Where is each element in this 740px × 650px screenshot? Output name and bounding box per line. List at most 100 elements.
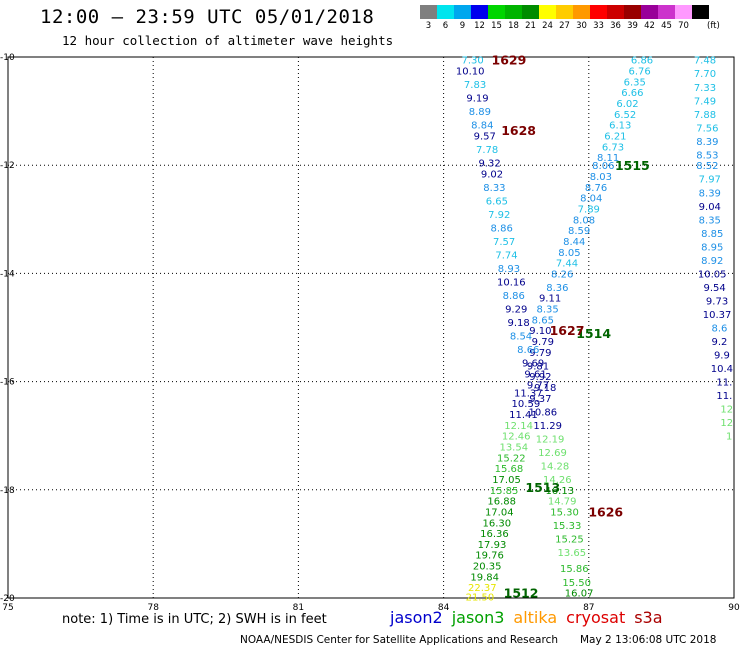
- wave-height-value: 12: [720, 405, 733, 416]
- wave-height-value: 8.93: [498, 264, 520, 275]
- satellite-legend-jason2: jason2: [390, 608, 443, 627]
- wave-height-value: 10.16: [497, 278, 526, 289]
- color-swatch: [522, 5, 539, 19]
- wave-height-value: 16.13: [545, 486, 574, 497]
- wave-height-value: 8.06: [592, 161, 614, 172]
- wave-height-value: 15.86: [560, 564, 589, 575]
- color-swatch: [437, 5, 454, 19]
- wave-height-value: 7.56: [696, 123, 718, 134]
- wave-height-value: 10.86: [528, 407, 557, 418]
- wave-height-value: 9.37: [529, 394, 551, 405]
- wave-height-value: 8.03: [590, 172, 612, 183]
- satellite-legend-jason3: jason3: [451, 608, 505, 627]
- pass-time-label: 1626: [588, 504, 623, 519]
- color-scale-label: 45: [661, 21, 672, 31]
- page-title: 12:00 – 23:59 UTC 05/01/2018: [40, 6, 375, 28]
- wave-height-value: 8.6: [712, 324, 728, 335]
- wave-height-value: 8.89: [469, 107, 491, 118]
- color-scale-unit: (ft): [707, 21, 720, 31]
- wave-height-value: 17.04: [485, 507, 514, 518]
- color-swatch: [658, 5, 675, 19]
- wave-height-value: 15.33: [553, 521, 582, 532]
- satellite-legend-s3a: s3a: [634, 608, 663, 627]
- color-swatch: [556, 5, 573, 19]
- wave-height-value: 11.: [716, 391, 732, 402]
- color-swatch: [692, 5, 709, 19]
- footer-credit: NOAA/NESDIS Center for Satellite Applica…: [240, 634, 558, 646]
- wave-height-value: 8.05: [558, 248, 580, 259]
- wave-height-value: 8.84: [471, 121, 493, 132]
- color-scale-label: 27: [559, 21, 570, 31]
- wave-height-value: 9.61: [524, 369, 546, 380]
- wave-height-value: 6.13: [609, 121, 631, 132]
- wave-height-value: 14.26: [543, 475, 572, 486]
- wave-height-value: 9.73: [706, 296, 728, 307]
- longitude-tick-label: 84: [438, 603, 450, 613]
- wave-height-value: 16.30: [483, 518, 512, 529]
- color-swatch: [454, 5, 471, 19]
- wave-height-value: 17.05: [492, 475, 521, 486]
- color-swatch: [675, 5, 692, 19]
- wave-height-value: 15.25: [555, 534, 584, 545]
- wave-height-value: 8.11: [597, 153, 619, 164]
- wave-height-value: 7.44: [556, 259, 578, 270]
- page-subtitle: 12 hour collection of altimeter wave hei…: [62, 33, 394, 48]
- wave-height-value: 8.53: [696, 150, 718, 161]
- wave-height-value: 8.04: [580, 194, 602, 205]
- wave-height-value: 1: [726, 432, 732, 443]
- wave-height-value: 10.4: [711, 364, 733, 375]
- wave-height-value: 10.10: [456, 67, 485, 78]
- latitude-tick-label: -16: [0, 378, 15, 388]
- wave-height-value: 10.59: [512, 399, 541, 410]
- wave-height-value: 7.57: [493, 237, 515, 248]
- wave-height-value: 10.05: [698, 269, 727, 280]
- color-swatch: [641, 5, 658, 19]
- wave-height-value: 6.35: [624, 77, 646, 88]
- longitude-tick-label: 78: [147, 603, 159, 613]
- wave-height-value: 6.52: [614, 110, 636, 121]
- longitude-tick-label: 87: [583, 603, 594, 613]
- wave-height-value: 9.92: [529, 372, 551, 383]
- pass-time-label: 1515: [615, 158, 650, 173]
- wave-height-value: 7.33: [694, 83, 716, 94]
- wave-height-value: 11.41: [509, 410, 538, 421]
- wave-height-value: 9.29: [505, 305, 527, 316]
- wave-height-value: 8.35: [699, 215, 721, 226]
- color-scale-label: 18: [508, 21, 519, 31]
- latitude-tick-label: -18: [0, 486, 15, 496]
- color-scale-label: 33: [593, 21, 604, 31]
- color-swatch: [505, 5, 522, 19]
- color-scale-label: 6: [442, 21, 449, 31]
- wave-height-value: 7.83: [464, 80, 486, 91]
- wave-height-value: 13.54: [499, 443, 528, 454]
- color-scale-label: 70: [678, 21, 689, 31]
- wave-height-value: 12.19: [536, 434, 565, 445]
- wave-height-value: 7.30: [462, 56, 484, 67]
- wave-height-value: 8.26: [551, 269, 573, 280]
- wave-height-value: 6.21: [604, 131, 626, 142]
- wave-height-value: 9.81: [527, 361, 549, 372]
- wave-height-value: 17.93: [478, 540, 507, 551]
- wave-height-value: 8.39: [696, 137, 718, 148]
- wave-height-value: 6.76: [628, 67, 650, 78]
- wave-height-value: 9.69: [522, 359, 544, 370]
- wave-height-value: 6.73: [602, 142, 624, 153]
- wave-height-value: 9.04: [699, 202, 721, 213]
- wave-height-value: 6.02: [616, 99, 638, 110]
- wave-height-value: 8.85: [701, 229, 723, 240]
- color-swatch: [607, 5, 624, 19]
- wave-height-value: 11.: [716, 378, 732, 389]
- wave-height-value: 7.49: [694, 96, 716, 107]
- wave-height-value: 7.92: [488, 210, 510, 221]
- wave-height-value: 8.52: [696, 161, 718, 172]
- wave-height-value: 19.84: [470, 572, 499, 583]
- wave-height-value: 9.54: [704, 283, 726, 294]
- color-swatch: [624, 5, 641, 19]
- wave-height-value: 8.33: [483, 183, 505, 194]
- wave-height-value: 12.14: [504, 421, 533, 432]
- wave-height-value: 16.07: [565, 589, 594, 600]
- wave-height-value: 7.48: [694, 56, 716, 67]
- wave-height-value: 14.79: [548, 497, 577, 508]
- color-scale-label: 15: [491, 21, 502, 31]
